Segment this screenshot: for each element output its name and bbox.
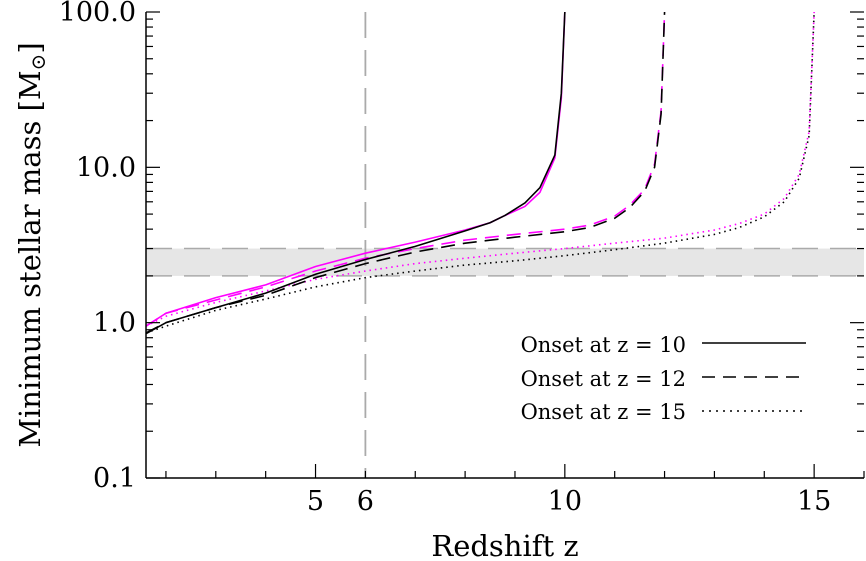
mass-band	[146, 248, 864, 276]
y-tick-label-100.0: 100.0	[59, 0, 136, 28]
ticks-layer: 5 6 10 15 0.1 1.0 10.0 100.0	[59, 0, 865, 517]
series-onset-15-black	[146, 12, 815, 334]
legend-label-onset-10: Onset at z = 10	[521, 333, 686, 357]
legend-label-onset-12: Onset at z = 12	[521, 367, 686, 391]
y-tick-label-10.0: 10.0	[76, 152, 136, 183]
series-onset-10-magenta	[146, 12, 566, 327]
x-tick-label-10: 10	[548, 486, 582, 517]
y-tick-label-1.0: 1.0	[93, 308, 136, 339]
x-tick-label-5: 5	[307, 486, 324, 517]
series-onset-10-black	[146, 12, 566, 335]
mass-band-layer	[146, 247, 864, 277]
y-tick-label-0.1: 0.1	[93, 463, 136, 494]
axes-layer	[145, 12, 864, 479]
x-axis-title: Redshift z	[431, 529, 578, 561]
legend-label-onset-15: Onset at z = 15	[521, 400, 686, 424]
series-layer	[146, 12, 815, 335]
legend: Onset at z = 10 Onset at z = 12 Onset at…	[521, 333, 806, 424]
series-onset-12-black	[146, 12, 666, 334]
series-onset-15-magenta	[146, 12, 815, 327]
x-tick-label-6: 6	[357, 486, 374, 517]
x-tick-label-15: 15	[797, 486, 831, 517]
series-onset-12-magenta	[146, 12, 666, 327]
y-axis-title: Minimum stellar mass [M⊙]	[13, 42, 50, 447]
